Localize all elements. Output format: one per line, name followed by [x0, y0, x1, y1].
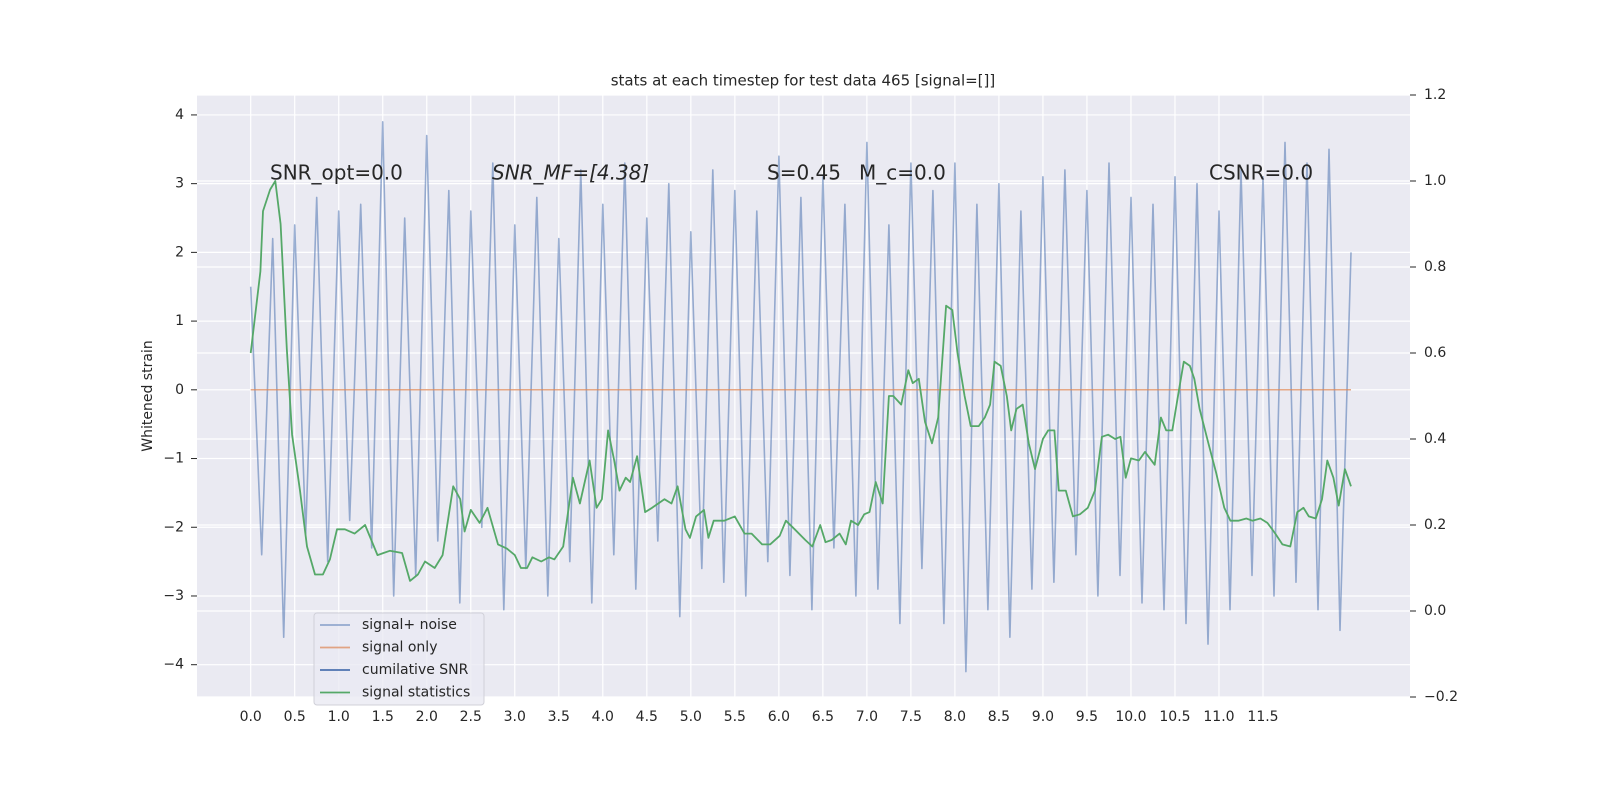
- y2-tick-label: 0.0: [1424, 603, 1446, 619]
- y2-tick-label: 0.6: [1424, 345, 1446, 361]
- y-axis-label: Whitened strain: [140, 340, 156, 451]
- axes: 0.0 0.5 1.0 1.5 2.0 2.5 3.0 3.5 4.0 4.5 5.0 5.5 6.0 6…: [163, 87, 1458, 725]
- y2-tick-label: −0.2: [1424, 689, 1458, 705]
- x-tick-label: 1.5: [372, 709, 394, 725]
- x-tick-label: 9.5: [1076, 709, 1098, 725]
- y-tick-label: 1: [175, 313, 184, 329]
- legend-label: signal statistics: [362, 685, 470, 701]
- annotation: M_c=0.0: [859, 161, 946, 185]
- y2-tick-label: 1.0: [1424, 173, 1446, 189]
- x-tick-label: 8.0: [944, 709, 966, 725]
- series-line: [249, 121, 1352, 673]
- x-tick-label: 1.0: [328, 709, 350, 725]
- legend: signal+ noise signal only cumilative SNR si…: [313, 612, 485, 706]
- x-tick-label: 10.5: [1159, 709, 1190, 725]
- series-line: [249, 180, 1352, 582]
- x-tick-label: 0.5: [284, 709, 306, 725]
- plot-area: [197, 95, 1410, 697]
- y2-tick-label: 0.8: [1424, 259, 1446, 275]
- legend-box: [313, 612, 485, 706]
- y-tick-label: 3: [175, 176, 184, 192]
- y-tick-label: −1: [163, 451, 184, 467]
- x-tick-label: 8.5: [988, 709, 1010, 725]
- x-tick-label: 7.5: [900, 709, 922, 725]
- x-tick-label: 3.0: [504, 709, 526, 725]
- annotation: CSNR=0.0: [1209, 161, 1313, 185]
- legend-label: cumilative SNR: [362, 662, 469, 678]
- x-tick-label: 0.0: [240, 709, 262, 725]
- marks: [249, 121, 1352, 673]
- x-tick-label: 11.0: [1203, 709, 1234, 725]
- y-tick-label: 0: [175, 382, 184, 398]
- legend-label: signal+ noise: [362, 617, 457, 633]
- x-tick-label: 4.0: [592, 709, 614, 725]
- annotation: SNR_MF=[4.38]: [492, 161, 649, 185]
- x-tick-label: 6.0: [768, 709, 790, 725]
- chart-title: stats at each timestep for test data 465…: [611, 72, 996, 90]
- x-tick-label: 7.0: [856, 709, 878, 725]
- y-tick-label: −4: [163, 657, 184, 673]
- y-tick-label: −3: [163, 588, 184, 604]
- x-tick-label: 10.0: [1115, 709, 1146, 725]
- y2-tick-label: 0.4: [1424, 431, 1446, 447]
- legend-label: signal only: [362, 640, 437, 656]
- x-tick-label: 3.5: [548, 709, 570, 725]
- y2-tick-label: 1.2: [1424, 87, 1446, 103]
- y2-tick-label: 0.2: [1424, 517, 1446, 533]
- annotation: SNR_opt=0.0: [270, 161, 403, 185]
- y-tick-label: −2: [163, 519, 184, 535]
- x-tick-label: 2.5: [460, 709, 482, 725]
- annotation: S=0.45: [767, 161, 841, 185]
- y-tick-label: 4: [175, 107, 184, 123]
- x-tick-label: 6.5: [812, 709, 834, 725]
- x-tick-label: 9.0: [1032, 709, 1054, 725]
- x-tick-label: 5.5: [724, 709, 746, 725]
- x-tick-label: 11.5: [1247, 709, 1278, 725]
- x-tick-label: 5.0: [680, 709, 702, 725]
- x-tick-label: 4.5: [636, 709, 658, 725]
- y-tick-label: 2: [175, 244, 184, 260]
- x-tick-label: 2.0: [416, 709, 438, 725]
